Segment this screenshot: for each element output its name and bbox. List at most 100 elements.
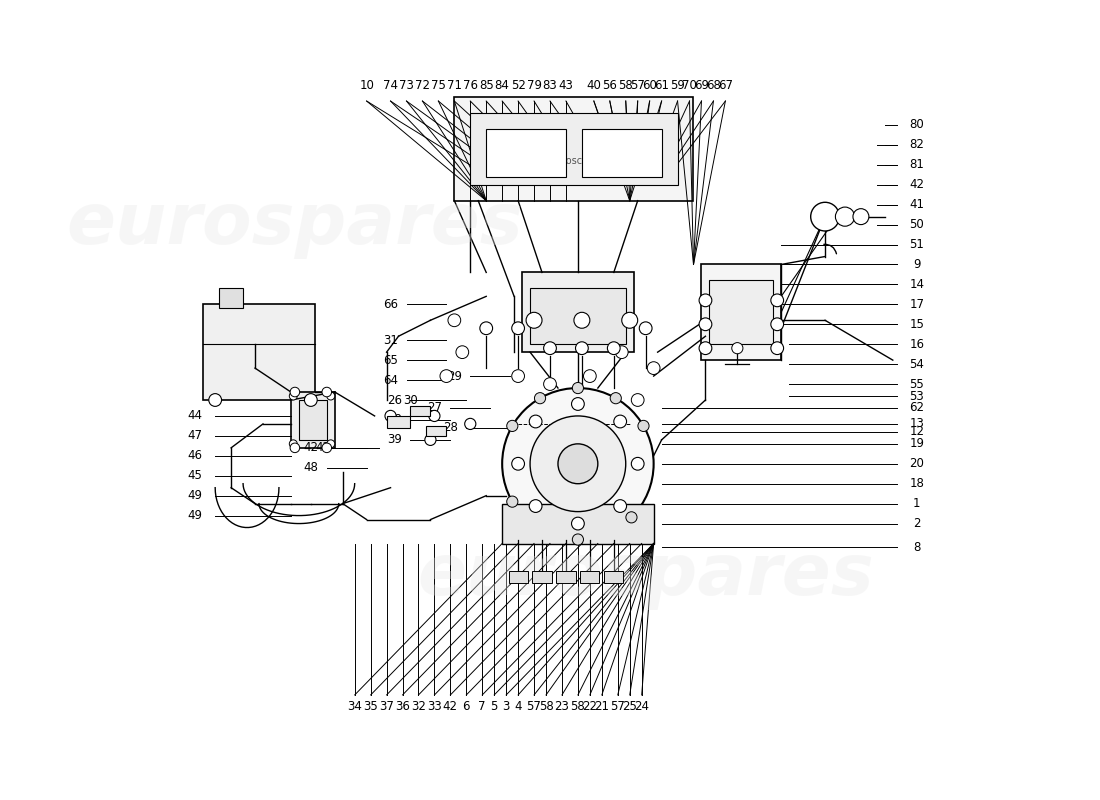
Text: 42: 42 xyxy=(910,178,924,191)
Text: 49: 49 xyxy=(188,509,202,522)
Text: 21: 21 xyxy=(594,701,609,714)
Text: 75: 75 xyxy=(431,78,446,91)
Text: 44: 44 xyxy=(569,458,586,470)
Circle shape xyxy=(700,294,712,306)
Circle shape xyxy=(700,318,712,330)
Text: 55: 55 xyxy=(910,378,924,390)
Text: 30: 30 xyxy=(403,394,418,406)
Text: 14: 14 xyxy=(910,278,924,291)
Circle shape xyxy=(322,443,331,453)
FancyBboxPatch shape xyxy=(532,571,551,583)
Circle shape xyxy=(512,322,525,334)
Circle shape xyxy=(639,322,652,334)
Circle shape xyxy=(530,416,626,512)
Text: 53: 53 xyxy=(910,390,924,402)
Circle shape xyxy=(429,410,440,422)
Circle shape xyxy=(610,393,621,404)
Text: 65: 65 xyxy=(383,354,398,366)
Text: 85: 85 xyxy=(478,78,494,91)
FancyBboxPatch shape xyxy=(290,392,334,448)
Circle shape xyxy=(852,209,869,225)
FancyBboxPatch shape xyxy=(427,426,447,436)
Text: 29: 29 xyxy=(447,370,462,382)
Text: 81: 81 xyxy=(910,158,924,171)
Circle shape xyxy=(464,418,476,430)
Text: 13: 13 xyxy=(910,418,924,430)
FancyBboxPatch shape xyxy=(530,288,626,344)
Text: 17: 17 xyxy=(910,298,924,311)
Circle shape xyxy=(614,415,627,428)
Circle shape xyxy=(621,312,638,328)
Text: 43: 43 xyxy=(559,78,573,91)
Circle shape xyxy=(507,496,518,507)
Text: 50: 50 xyxy=(910,218,924,231)
Circle shape xyxy=(503,388,653,539)
Circle shape xyxy=(572,398,584,410)
Circle shape xyxy=(575,342,589,354)
Text: 44: 44 xyxy=(188,410,202,422)
Text: 47: 47 xyxy=(188,430,202,442)
FancyBboxPatch shape xyxy=(508,571,528,583)
Text: 69: 69 xyxy=(694,78,710,91)
Circle shape xyxy=(543,378,557,390)
Circle shape xyxy=(327,392,334,400)
Circle shape xyxy=(480,322,493,334)
Text: 38: 38 xyxy=(387,414,402,426)
Text: 23: 23 xyxy=(554,701,570,714)
Circle shape xyxy=(535,393,546,404)
Text: 54: 54 xyxy=(910,358,924,370)
Circle shape xyxy=(835,207,855,226)
Text: 1: 1 xyxy=(913,497,921,510)
Circle shape xyxy=(572,382,583,394)
Circle shape xyxy=(455,346,469,358)
Text: 35: 35 xyxy=(363,701,378,714)
Text: 26: 26 xyxy=(387,394,402,406)
Text: 9: 9 xyxy=(913,258,921,271)
Text: 57: 57 xyxy=(630,78,645,91)
Circle shape xyxy=(425,434,436,446)
Text: 60: 60 xyxy=(642,78,657,91)
Circle shape xyxy=(529,500,542,513)
Text: 58: 58 xyxy=(571,701,585,714)
Text: 42: 42 xyxy=(443,701,458,714)
FancyBboxPatch shape xyxy=(454,97,693,201)
Circle shape xyxy=(631,458,645,470)
Text: 57: 57 xyxy=(610,701,625,714)
Circle shape xyxy=(631,394,645,406)
Text: 70: 70 xyxy=(682,78,697,91)
FancyBboxPatch shape xyxy=(581,571,600,583)
Text: 66: 66 xyxy=(383,298,398,311)
Circle shape xyxy=(322,387,331,397)
FancyBboxPatch shape xyxy=(219,288,243,308)
Text: 80: 80 xyxy=(910,118,924,131)
Text: 71: 71 xyxy=(447,78,462,91)
Text: 76: 76 xyxy=(463,78,477,91)
Circle shape xyxy=(385,410,396,422)
Text: 31: 31 xyxy=(383,334,398,346)
Text: 46: 46 xyxy=(188,450,202,462)
Text: 51: 51 xyxy=(910,238,924,251)
Circle shape xyxy=(507,420,518,431)
Text: 4: 4 xyxy=(515,701,521,714)
Text: 18: 18 xyxy=(910,478,924,490)
Circle shape xyxy=(512,370,525,382)
Circle shape xyxy=(574,312,590,328)
Text: 74: 74 xyxy=(383,78,398,91)
Circle shape xyxy=(440,370,453,382)
Text: 10: 10 xyxy=(360,78,374,91)
Circle shape xyxy=(647,362,660,374)
Text: 5: 5 xyxy=(491,701,498,714)
Text: 15: 15 xyxy=(910,318,924,330)
FancyBboxPatch shape xyxy=(486,129,565,177)
Text: 59: 59 xyxy=(670,78,685,91)
Circle shape xyxy=(771,342,783,354)
Text: 58: 58 xyxy=(539,701,553,714)
Circle shape xyxy=(289,392,297,400)
Text: 24: 24 xyxy=(635,701,649,714)
FancyBboxPatch shape xyxy=(410,406,430,416)
Circle shape xyxy=(558,444,597,484)
FancyBboxPatch shape xyxy=(710,281,773,344)
Circle shape xyxy=(626,512,637,523)
Text: 12: 12 xyxy=(910,426,924,438)
Text: 34: 34 xyxy=(348,701,362,714)
